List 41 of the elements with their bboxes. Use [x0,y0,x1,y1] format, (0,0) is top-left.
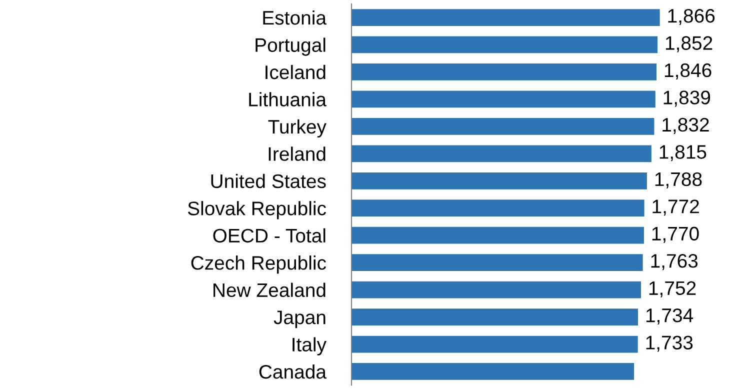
y-tick-label: New Zealand [214,282,326,298]
y-tick-label: Italy [292,337,326,356]
bar [352,118,654,135]
y-tick-label: Canada [259,364,327,379]
y-tick-label: Iceland [266,64,326,80]
bar [352,64,657,80]
data-label: 1,866 [668,8,715,26]
y-tick-label: OECD - Total [213,228,326,243]
data-label: 1,772 [652,200,699,216]
y-tick-label: Slovak Republic [188,201,326,220]
data-label: 1,839 [664,90,710,107]
bar [352,200,644,217]
data-label: 1,852 [666,36,712,52]
y-tick-label: Turkey [268,119,326,138]
y-tick-label: Ireland [268,146,326,161]
bar [352,308,638,326]
bar [352,36,658,54]
y-tick-label: Estonia [263,10,326,25]
data-label: 1,788 [655,172,702,188]
data-label: 1,770 [652,226,699,243]
bar [352,281,641,298]
data-label: 1,733 [646,336,693,352]
y-tick-label: Lithuania [249,92,327,106]
y-tick-label: Portugal [256,38,326,56]
data-label: 1,763 [651,254,698,270]
bar [352,226,644,244]
bar [352,145,652,162]
bar [352,336,638,353]
data-label: 1,832 [662,118,709,134]
bar [352,172,647,190]
data-label: 1,752 [649,281,696,298]
y-tick-label: Japan [274,310,326,328]
data-label: 1,815 [660,145,706,162]
data-label: 1,846 [664,63,712,80]
bar [352,254,643,272]
y-tick-label: Czech Republic [191,256,326,274]
bar [352,363,634,380]
bar [352,9,660,26]
data-label: 1,734 [646,308,694,325]
y-tick-label: United States [211,174,326,188]
bar [352,90,656,108]
